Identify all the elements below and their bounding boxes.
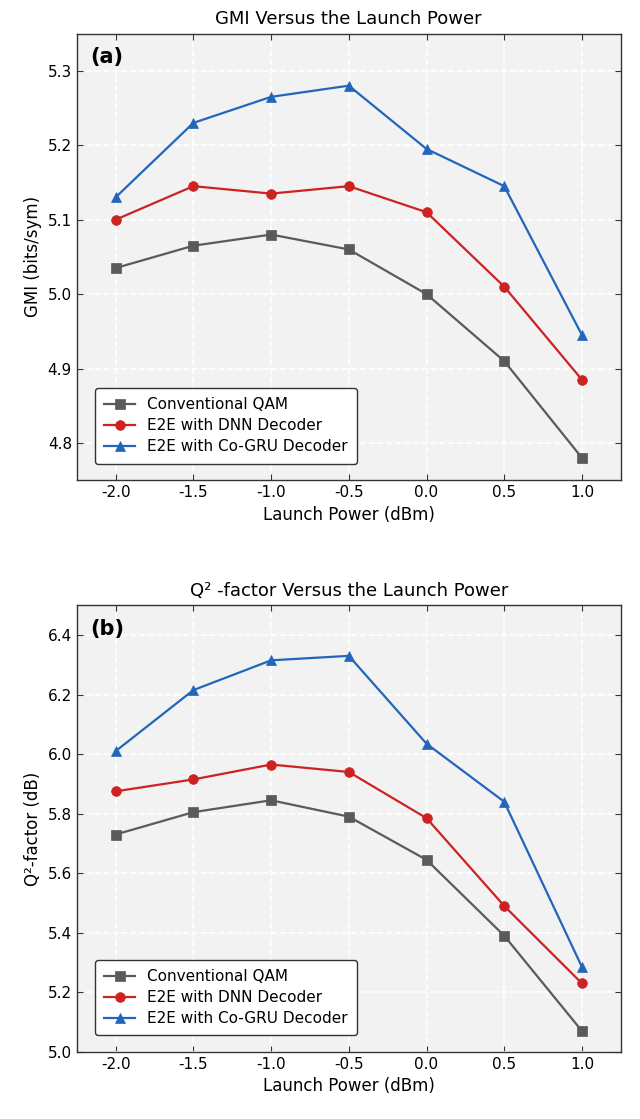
E2E with Co-GRU Decoder	[578, 960, 586, 974]
Text: (a): (a)	[90, 47, 124, 67]
Y-axis label: GMI (bits/sym): GMI (bits/sym)	[24, 196, 42, 318]
Line: E2E with DNN Decoder: E2E with DNN Decoder	[111, 760, 587, 988]
Conventional QAM	[345, 810, 353, 824]
E2E with Co-GRU Decoder	[500, 794, 508, 808]
Text: (b): (b)	[90, 619, 124, 639]
E2E with Co-GRU Decoder	[422, 737, 430, 751]
E2E with DNN Decoder	[578, 977, 586, 990]
Legend: Conventional QAM, E2E with DNN Decoder, E2E with Co-GRU Decoder: Conventional QAM, E2E with DNN Decoder, …	[95, 960, 357, 1035]
E2E with DNN Decoder	[268, 758, 275, 771]
Conventional QAM	[578, 1024, 586, 1037]
Conventional QAM	[500, 929, 508, 942]
Line: E2E with Co-GRU Decoder: E2E with Co-GRU Decoder	[111, 651, 587, 972]
Conventional QAM	[422, 288, 430, 301]
Conventional QAM	[189, 239, 197, 253]
Line: E2E with Co-GRU Decoder: E2E with Co-GRU Decoder	[111, 81, 587, 340]
E2E with Co-GRU Decoder	[345, 649, 353, 662]
Title: Q² -factor Versus the Launch Power: Q² -factor Versus the Launch Power	[189, 582, 508, 600]
E2E with Co-GRU Decoder	[112, 190, 120, 204]
Conventional QAM	[422, 853, 430, 866]
E2E with DNN Decoder	[345, 179, 353, 192]
E2E with DNN Decoder	[112, 784, 120, 798]
Conventional QAM	[268, 228, 275, 242]
E2E with DNN Decoder	[500, 280, 508, 293]
Conventional QAM	[500, 355, 508, 368]
Conventional QAM	[112, 262, 120, 275]
E2E with DNN Decoder	[268, 187, 275, 200]
E2E with Co-GRU Decoder	[422, 142, 430, 156]
Conventional QAM	[268, 793, 275, 807]
E2E with Co-GRU Decoder	[578, 328, 586, 341]
Title: GMI Versus the Launch Power: GMI Versus the Launch Power	[216, 10, 482, 28]
E2E with Co-GRU Decoder	[500, 179, 508, 192]
Conventional QAM	[345, 243, 353, 256]
E2E with DNN Decoder	[422, 206, 430, 219]
E2E with Co-GRU Decoder	[189, 116, 197, 130]
E2E with DNN Decoder	[189, 179, 197, 192]
X-axis label: Launch Power (dBm): Launch Power (dBm)	[263, 1078, 435, 1096]
Y-axis label: Q²-factor (dB): Q²-factor (dB)	[24, 771, 42, 885]
E2E with DNN Decoder	[422, 811, 430, 825]
E2E with Co-GRU Decoder	[268, 653, 275, 667]
Legend: Conventional QAM, E2E with DNN Decoder, E2E with Co-GRU Decoder: Conventional QAM, E2E with DNN Decoder, …	[95, 388, 357, 463]
E2E with Co-GRU Decoder	[268, 91, 275, 104]
E2E with Co-GRU Decoder	[189, 684, 197, 697]
X-axis label: Launch Power (dBm): Launch Power (dBm)	[263, 506, 435, 524]
E2E with DNN Decoder	[345, 765, 353, 779]
E2E with Co-GRU Decoder	[112, 744, 120, 758]
E2E with Co-GRU Decoder	[345, 79, 353, 93]
E2E with DNN Decoder	[578, 373, 586, 386]
Conventional QAM	[189, 806, 197, 819]
E2E with DNN Decoder	[500, 900, 508, 913]
Conventional QAM	[578, 451, 586, 464]
Conventional QAM	[112, 828, 120, 841]
Line: Conventional QAM: Conventional QAM	[111, 229, 587, 463]
Line: Conventional QAM: Conventional QAM	[111, 796, 587, 1036]
Line: E2E with DNN Decoder: E2E with DNN Decoder	[111, 181, 587, 385]
E2E with DNN Decoder	[112, 213, 120, 226]
E2E with DNN Decoder	[189, 773, 197, 787]
